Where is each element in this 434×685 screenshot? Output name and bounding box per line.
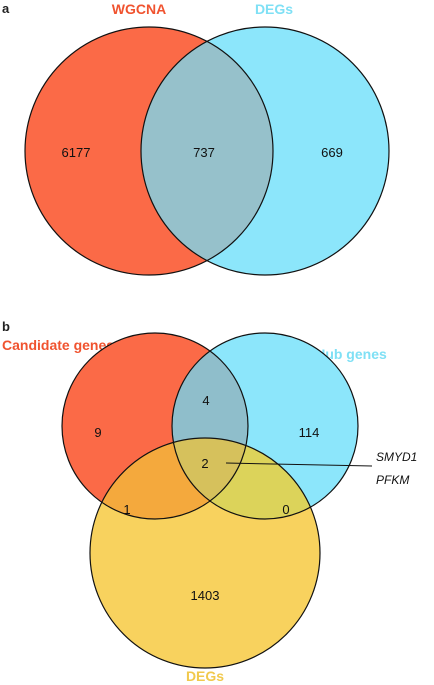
- count-degs-only-b: 1403: [191, 588, 220, 603]
- degs-circle-b-outline: [89, 437, 321, 669]
- count-candidate-only: 9: [94, 425, 101, 440]
- wgcna-circle-outline: [24, 26, 274, 276]
- hub-circle-outline: [171, 332, 359, 520]
- hub-genes-set-label: Hub genes: [315, 346, 387, 362]
- candidate-circle-outline: [61, 332, 249, 520]
- panel-a: a WGCNA DEGs 6177 737 669: [2, 1, 390, 276]
- count-wgcna-degs-overlap: 737: [193, 145, 215, 160]
- candidate-degs-overlap-region: [90, 438, 248, 519]
- overlap-fill-a: [141, 27, 273, 275]
- count-wgcna-only: 6177: [62, 145, 91, 160]
- count-hub-only: 114: [299, 425, 320, 440]
- hub-degs-fill: [172, 438, 320, 519]
- gene-label-pfkm: PFKM: [376, 473, 409, 487]
- count-all-three: 2: [201, 456, 208, 471]
- degs-set-label-b: DEGs: [186, 668, 224, 684]
- wgcna-degs-overlap-region: [141, 27, 273, 275]
- panel-a-label: a: [2, 1, 10, 16]
- count-candidate-degs: 1: [123, 502, 130, 517]
- panel-b-label: b: [2, 319, 10, 334]
- degs-set-label-a: DEGs: [255, 1, 293, 17]
- count-hub-degs: 0: [282, 502, 289, 517]
- count-candidate-hub: 4: [202, 393, 209, 408]
- candidate-degs-fill: [90, 438, 248, 519]
- gene-annotation-leader-line: [225, 462, 373, 467]
- gene-label-smyd1: SMYD1: [376, 450, 417, 464]
- degs-circle-a-outline: [140, 26, 390, 276]
- panel-b: b Candidate genes Hub genes DEGs 9 4: [2, 319, 417, 684]
- hub-degs-overlap-region: [172, 438, 320, 519]
- count-degs-only-a: 669: [321, 145, 343, 160]
- wgcna-set-label: WGCNA: [112, 1, 166, 17]
- candidate-genes-set-label: Candidate genes: [2, 337, 114, 353]
